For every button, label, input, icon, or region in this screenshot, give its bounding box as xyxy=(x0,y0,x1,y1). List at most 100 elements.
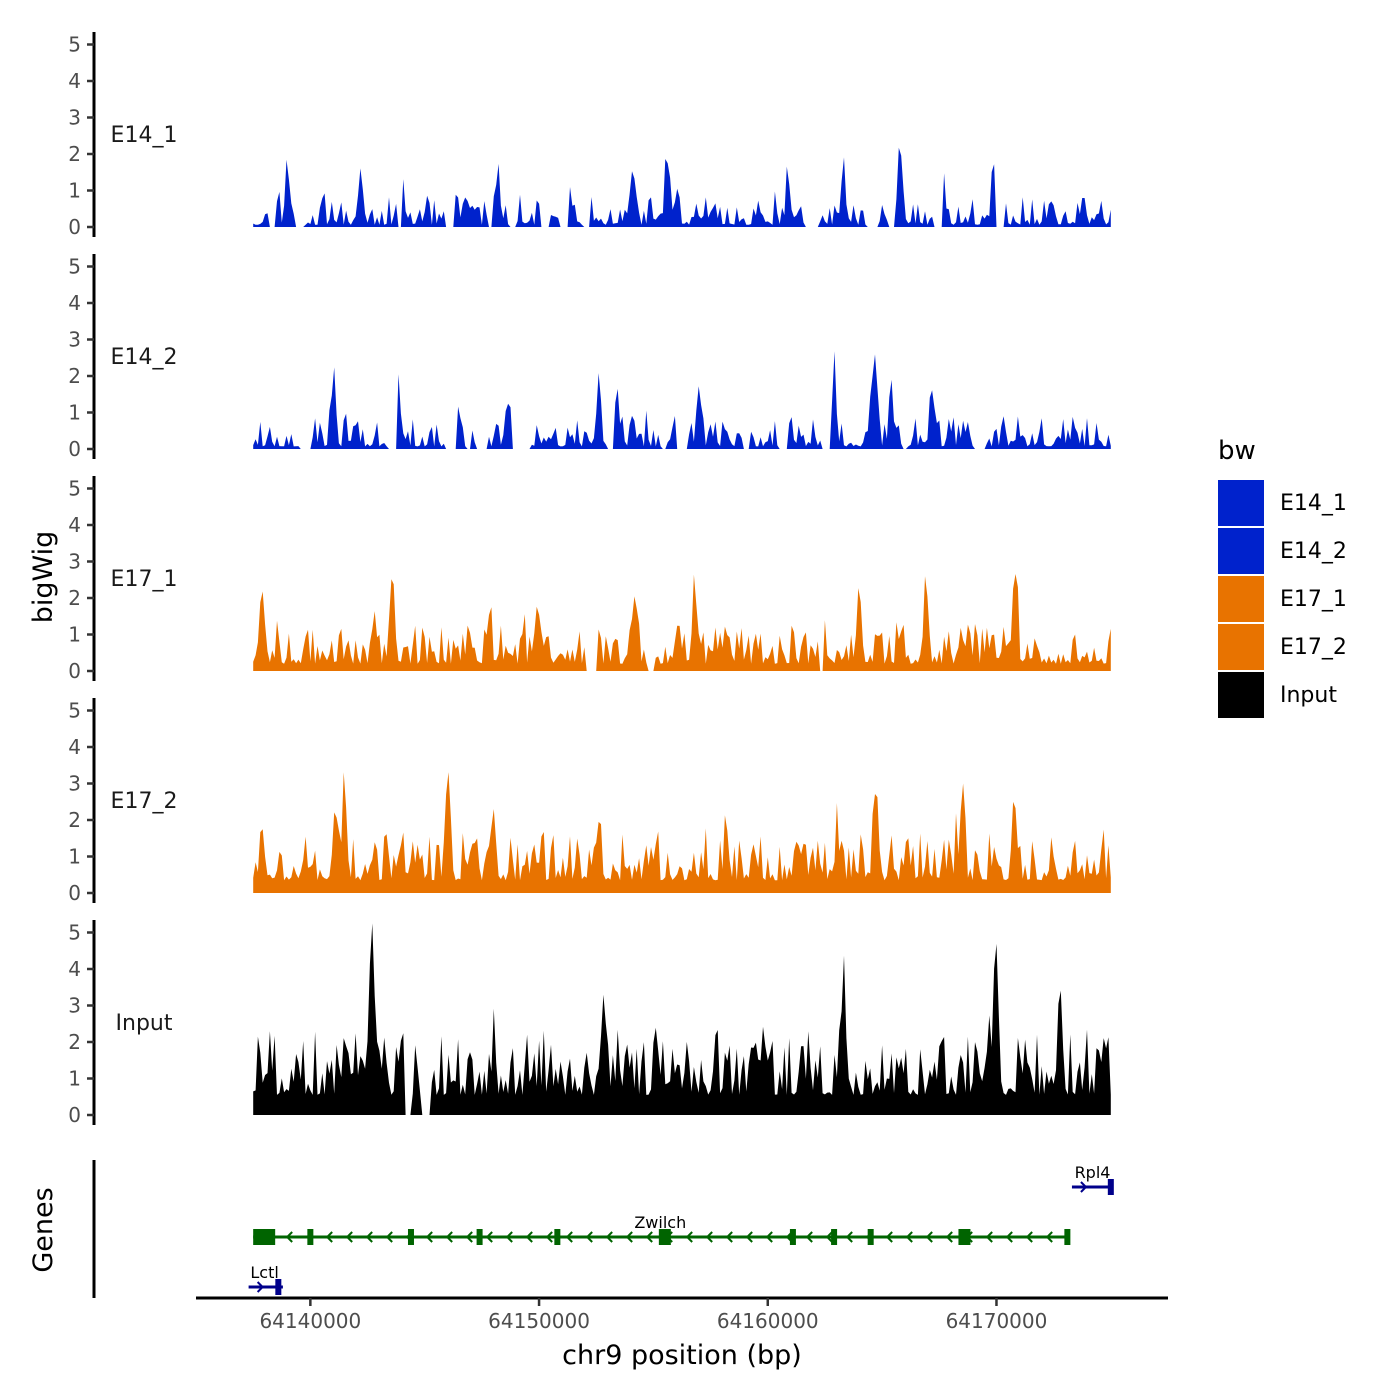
strand-arrow xyxy=(285,1231,293,1243)
legend-swatch xyxy=(1218,528,1264,574)
strand-arrow xyxy=(945,1231,953,1243)
strand-arrow xyxy=(645,1231,653,1243)
y-tick-label: 5 xyxy=(68,255,81,279)
track-E14_1: 0 1 2 3 4 5 E14_1 xyxy=(68,32,1111,239)
legend-item-E14_2: E14_2 xyxy=(1218,528,1347,574)
x-tick-label: 64170000 xyxy=(946,1309,1048,1333)
y-tick-label: 3 xyxy=(68,106,81,130)
y-tick-label: 0 xyxy=(68,659,81,683)
y-tick-label: 0 xyxy=(68,437,81,461)
exon xyxy=(789,1229,796,1245)
y-tick-label: 2 xyxy=(68,364,81,388)
strand-arrow xyxy=(485,1231,493,1243)
y-tick-label: 4 xyxy=(68,957,81,981)
strand-arrow xyxy=(685,1231,693,1243)
legend-item-E17_1: E17_1 xyxy=(1218,576,1347,622)
strand-arrow xyxy=(725,1231,733,1243)
track-E14_2: 0 1 2 3 4 5 E14_2 xyxy=(68,254,1111,461)
gene-label: Rpl4 xyxy=(1075,1163,1111,1182)
strand-arrow xyxy=(905,1231,913,1243)
signal-tracks: 0 1 2 3 4 5 E14_1 0 1 2 3 4 5 E14_2 0 1 2 3 4 5 E17_1 0 1 2 3 4 5 E… xyxy=(68,32,1111,1127)
strand-arrow xyxy=(805,1231,813,1243)
y-tick-label: 5 xyxy=(68,921,81,945)
strand-arrow xyxy=(545,1231,553,1243)
y-tick-label: 4 xyxy=(68,291,81,315)
strand-arrow xyxy=(745,1231,753,1243)
signal-area-E17_1 xyxy=(253,574,1111,671)
strand-arrow xyxy=(445,1231,453,1243)
y-tick-label: 2 xyxy=(68,142,81,166)
y-tick-label: 0 xyxy=(68,881,81,905)
exon xyxy=(407,1229,414,1245)
y-tick-label: 2 xyxy=(68,808,81,832)
legend-item-E14_1: E14_1 xyxy=(1218,480,1347,526)
legend-swatch xyxy=(1218,480,1264,526)
track-E17_1: 0 1 2 3 4 5 E17_1 xyxy=(68,476,1111,683)
strand-arrow xyxy=(565,1231,573,1243)
strand-arrow xyxy=(585,1231,593,1243)
signal-area-Input xyxy=(253,923,1111,1115)
legend-label: Input xyxy=(1280,683,1337,708)
exon xyxy=(958,1229,971,1245)
x-tick-label: 64160000 xyxy=(717,1309,819,1333)
legend-swatch xyxy=(1218,624,1264,670)
y-tick-label: 3 xyxy=(68,994,81,1018)
strand-arrow xyxy=(605,1231,613,1243)
y-tick-label: 5 xyxy=(68,477,81,501)
track-Input: 0 1 2 3 4 5 Input xyxy=(68,920,1111,1127)
strand-arrow xyxy=(465,1231,473,1243)
exon xyxy=(554,1229,561,1245)
x-axis-title: chr9 position (bp) xyxy=(562,1340,802,1371)
strand-arrow xyxy=(345,1231,353,1243)
track-label: E14_2 xyxy=(111,345,178,370)
signal-area-E17_2 xyxy=(253,772,1111,893)
exon xyxy=(831,1229,838,1245)
strand-arrow xyxy=(985,1231,993,1243)
legend-label: E14_1 xyxy=(1280,491,1347,516)
legend-title: bw xyxy=(1218,436,1256,466)
strand-arrow xyxy=(1025,1231,1033,1243)
x-tick-label: 64150000 xyxy=(488,1309,590,1333)
strand-arrow xyxy=(325,1231,333,1243)
strand-arrow xyxy=(885,1231,893,1243)
strand-arrow xyxy=(256,1281,265,1293)
gene-track: Zwilch Rpl4 Lctl xyxy=(92,1160,1114,1298)
y-tick-label: 4 xyxy=(68,69,81,93)
strand-arrow xyxy=(1080,1181,1088,1193)
legend: bw E14_1 E14_2 E17_1 E17_2 Input xyxy=(1218,436,1347,718)
strand-arrow xyxy=(425,1231,433,1243)
y-tick-label: 2 xyxy=(68,1030,81,1054)
legend-label: E17_1 xyxy=(1280,587,1347,612)
y-tick-label: 0 xyxy=(68,215,81,239)
strand-arrow xyxy=(1045,1231,1053,1243)
legend-label: E17_2 xyxy=(1280,635,1347,660)
strand-arrow xyxy=(1005,1231,1013,1243)
legend-item-Input: Input xyxy=(1218,672,1337,718)
y-tick-label: 0 xyxy=(68,1103,81,1127)
y-tick-label: 4 xyxy=(68,735,81,759)
exon xyxy=(307,1229,314,1245)
y-tick-label: 5 xyxy=(68,699,81,723)
strand-arrow xyxy=(845,1231,853,1243)
y-tick-label: 1 xyxy=(68,179,81,203)
track-label: E14_1 xyxy=(111,123,178,148)
signal-area-E14_2 xyxy=(253,351,1111,449)
gene-label: Lctl xyxy=(250,1263,278,1282)
strand-arrow xyxy=(825,1231,833,1243)
y-tick-label: 1 xyxy=(68,1067,81,1091)
strand-arrow xyxy=(505,1231,513,1243)
exon xyxy=(1107,1179,1114,1195)
track-label: E17_2 xyxy=(111,789,178,814)
strand-arrow xyxy=(705,1231,713,1243)
gene-Zwilch: Zwilch xyxy=(253,1213,1071,1245)
y-tick-label: 1 xyxy=(68,623,81,647)
y-tick-label: 3 xyxy=(68,328,81,352)
track-label: Input xyxy=(116,1011,173,1036)
strand-arrow xyxy=(385,1231,393,1243)
y-tick-label: 1 xyxy=(68,845,81,869)
genes-axis-title: Genes xyxy=(28,1187,59,1272)
x-axis: 64140000 64150000 64160000 64170000 xyxy=(196,1296,1168,1333)
exon xyxy=(1064,1229,1071,1245)
y-tick-label: 3 xyxy=(68,772,81,796)
